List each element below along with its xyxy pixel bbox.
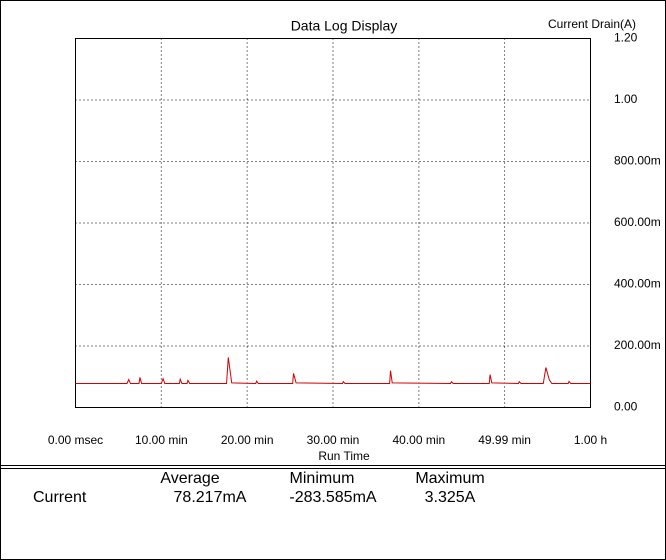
stat-value: 78.217mA — [174, 489, 247, 506]
stat-value: 3.325A — [425, 489, 476, 506]
y-tick-label: 1.20 — [614, 31, 638, 45]
y-tick-label: 600.00m — [614, 215, 661, 229]
y-tick-label: 400.00m — [614, 277, 661, 291]
stat-row-label: Current — [33, 489, 87, 506]
y-tick-label: 0.00 — [614, 400, 638, 414]
stat-header: Minimum — [290, 470, 355, 487]
x-tick-label: 1.00 h — [574, 433, 607, 447]
x-tick-label: 20.00 min — [221, 433, 274, 447]
data-line — [75, 357, 591, 385]
x-tick-label: 10.00 min — [135, 433, 188, 447]
x-tick-label: 0.00 msec — [48, 433, 103, 447]
stat-header: Average — [160, 470, 219, 487]
x-axis-label: Run Time — [318, 449, 370, 463]
x-tick-label: 40.00 min — [392, 433, 445, 447]
y-tick-label: 800.00m — [614, 154, 661, 168]
x-tick-label: 30.00 min — [307, 433, 360, 447]
stat-value: -283.585mA — [289, 489, 376, 506]
stat-header: Maximum — [415, 470, 484, 487]
chart-title: Data Log Display — [291, 18, 398, 34]
x-tick-label: 49.99 min — [478, 433, 531, 447]
y-tick-label: 200.00m — [614, 338, 661, 352]
y-tick-label: 1.00 — [614, 92, 638, 106]
y-axis-label: Current Drain(A) — [548, 17, 636, 31]
